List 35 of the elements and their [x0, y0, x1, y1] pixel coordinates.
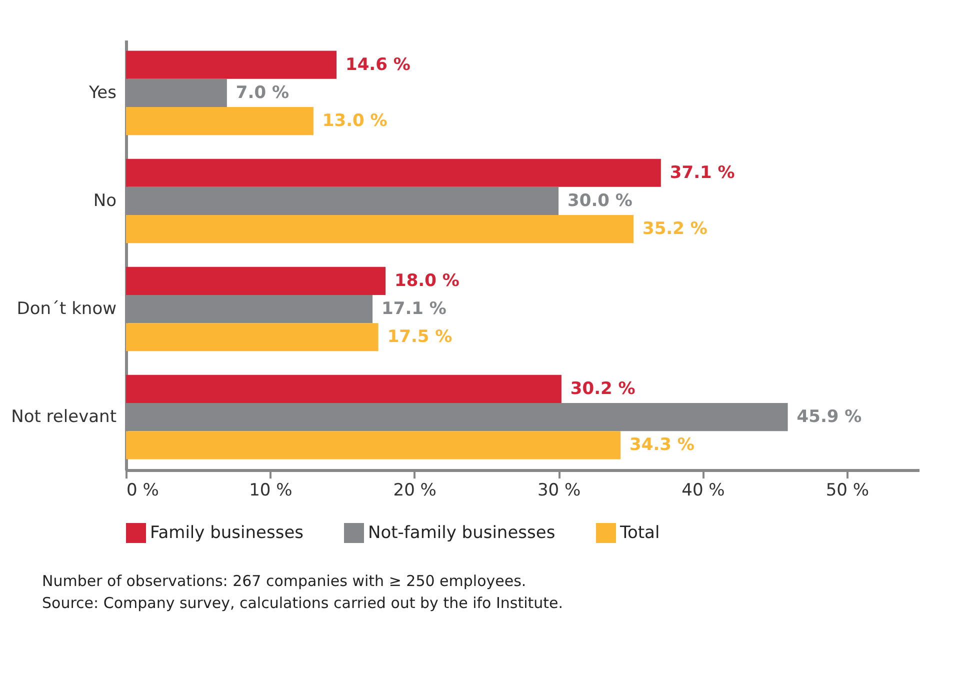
data-label: 7.0 % [236, 82, 290, 103]
bar [126, 323, 378, 352]
data-label: 35.2 % [642, 219, 708, 240]
data-label: 45.9 % [796, 407, 862, 428]
bar [126, 374, 562, 404]
data-label: 30.0 % [568, 190, 632, 211]
bar [126, 431, 621, 460]
data-label: 17.1 % [382, 299, 446, 320]
y-tick-label: Don´t know [16, 299, 117, 320]
data-label: 14.6 % [346, 54, 410, 75]
legend-label: Family businesses [150, 523, 304, 543]
data-label: 30.2 % [570, 378, 636, 399]
x-tick-label: 40 % [682, 480, 725, 500]
data-label: 13.0 % [322, 111, 388, 132]
data-label: 18.0 % [394, 270, 460, 291]
data-label: 37.1 % [670, 162, 735, 183]
x-tick-label: 30 % [537, 480, 581, 500]
legend-label: Not-family businesses [368, 523, 556, 543]
bar [126, 50, 337, 79]
x-tick-label: 10 % [249, 480, 292, 500]
legend-label: Total [619, 523, 660, 543]
bar [126, 106, 314, 136]
y-tick-label: Yes [88, 82, 117, 103]
bar [126, 266, 386, 295]
data-label: 34.3 % [630, 435, 694, 456]
data-label: 17.5 % [387, 327, 452, 348]
y-tick-label: No [93, 190, 116, 211]
x-tick-label: 50 % [826, 480, 870, 500]
bar [126, 215, 634, 244]
x-tick-label: 20 % [393, 480, 436, 500]
text: Number of observations: 267 companies with ≥ 250 employees. [42, 571, 528, 592]
bar [126, 158, 661, 187]
y-tick-label: Not relevant [11, 407, 117, 428]
x-tick-label: 0 % [126, 480, 159, 500]
source-note: Source: Company survey, calculations carried out by the ifo Institute. [42, 593, 564, 614]
